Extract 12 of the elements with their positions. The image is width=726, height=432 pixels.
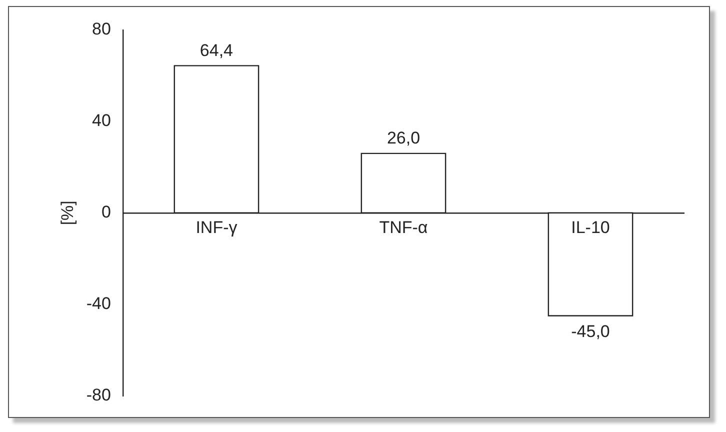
x-tick-label: IL-10 [571, 218, 610, 238]
y-tick-label: 40 [92, 111, 111, 130]
data-label: 64,4 [200, 40, 234, 60]
y-tick-label: -40 [86, 294, 111, 314]
x-tick-label: TNF-α [379, 218, 428, 238]
y-tick-label: 0 [102, 202, 111, 222]
y-axis-title: [%] [58, 200, 77, 226]
y-tick-label: 80 [92, 20, 111, 39]
y-tick-label: -80 [86, 385, 111, 404]
data-label: -45,0 [571, 322, 610, 341]
x-tick-label: INF-γ [196, 218, 238, 238]
data-label: 26,0 [386, 128, 420, 148]
